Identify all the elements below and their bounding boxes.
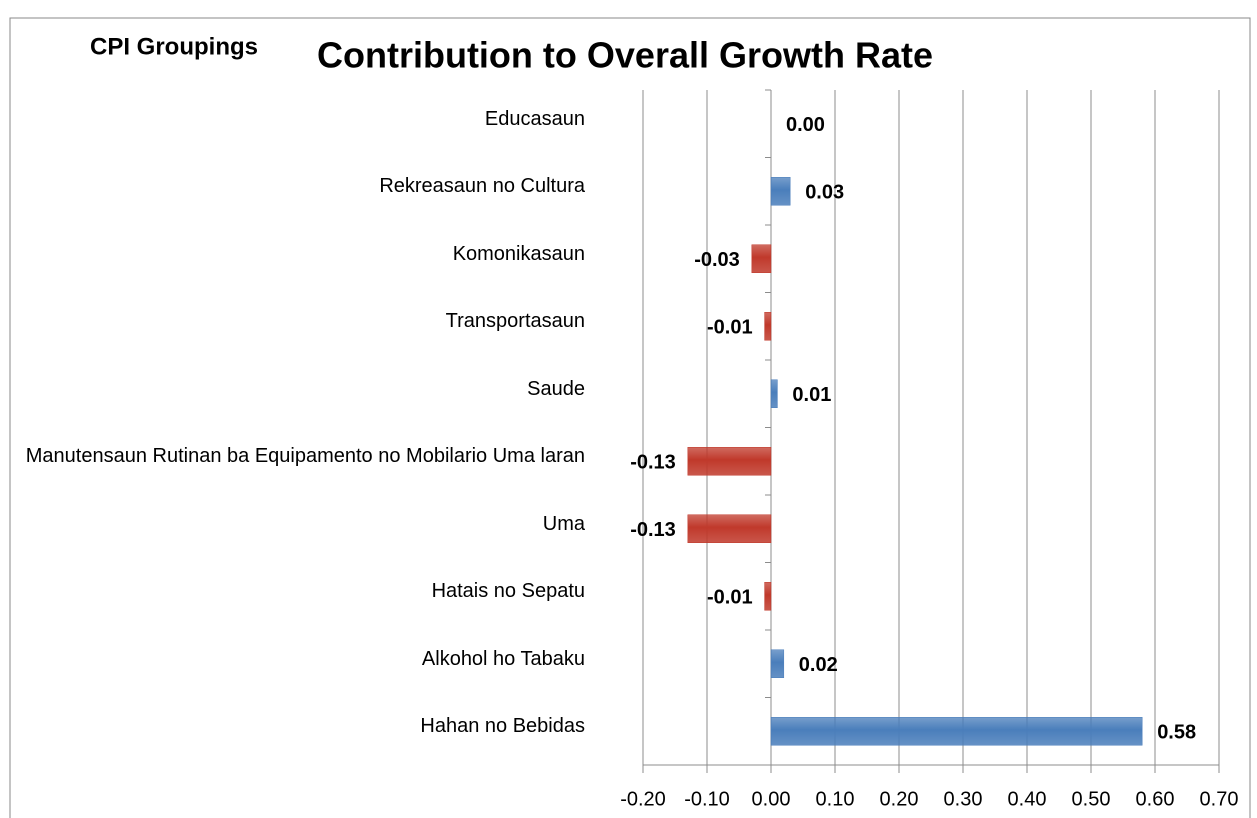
x-tick-label: -0.20 [620,788,666,810]
x-tick-label: 0.20 [880,788,919,810]
value-label: -0.13 [630,452,676,474]
y-tick-label: Manutensaun Rutinan ba Equipamento no Mo… [25,445,585,468]
bar [764,312,772,341]
chart-frame [9,17,1251,818]
bar [770,177,791,206]
bar [764,582,772,611]
x-tick-label: 0.40 [1008,788,1047,810]
value-label: -0.13 [630,519,676,541]
bar [751,244,772,273]
value-label: -0.01 [707,317,753,339]
value-label: 0.58 [1157,722,1196,744]
value-label: -0.01 [707,587,753,609]
value-label: 0.02 [799,654,838,676]
value-label: 0.01 [792,384,831,406]
y-tick-label: Komonikasaun [452,242,585,265]
x-tick-label: 0.70 [1200,788,1239,810]
y-tick-label: Rekreasaun no Cultura [379,175,585,198]
x-tick-label: 0.10 [816,788,855,810]
y-tick-label: Hatais no Sepatu [431,580,585,603]
bar [687,447,772,476]
x-tick-label: 0.50 [1072,788,1111,810]
value-label: 0.00 [786,114,825,136]
chart-title: Contribution to Overall Growth Rate [317,35,933,76]
bar [770,649,785,678]
bar [770,717,1143,746]
x-tick-label: -0.10 [684,788,730,810]
bar [687,514,772,543]
y-tick-label: Transportasaun [445,310,585,333]
x-tick-label: 0.60 [1136,788,1175,810]
y-tick-label: Uma [542,512,585,535]
x-tick-label: 0.00 [752,788,791,810]
y-tick-label: Hahan no Bebidas [420,715,585,738]
y-tick-label: Saude [527,377,585,400]
x-tick-label: 0.30 [944,788,983,810]
value-label: 0.03 [805,182,844,204]
y-tick-label: Educasaun [484,107,585,130]
bar [770,379,778,408]
axis-title: CPI Groupings [90,33,258,60]
y-tick-label: Alkohol ho Tabaku [421,647,585,670]
value-label: -0.03 [694,249,740,271]
